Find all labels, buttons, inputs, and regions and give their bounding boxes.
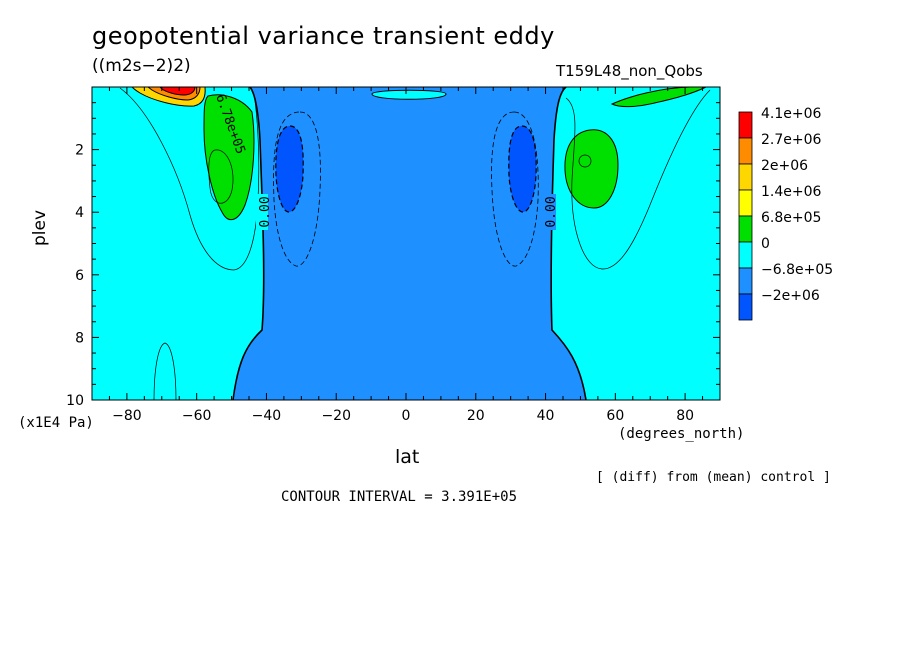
zero-contour-north xyxy=(550,86,587,401)
chart-units: ((m2s−2)2) xyxy=(92,56,191,76)
y-axis: 2 4 6 8 10 xyxy=(66,86,720,409)
contour-line-north-center xyxy=(578,154,592,168)
y-tick-label: 10 xyxy=(66,393,84,409)
negative-core-south xyxy=(275,125,304,213)
contour-line-north-outer xyxy=(565,89,711,270)
legend-label: 6.8e+05 xyxy=(761,210,821,226)
positive-cap-north xyxy=(610,86,707,108)
x-axis-label: lat xyxy=(395,446,420,468)
x-tick-label: −20 xyxy=(321,408,351,424)
chart-title: geopotential variance transient eddy xyxy=(92,22,555,50)
negative-core-north xyxy=(508,125,537,213)
y-tick-label: 2 xyxy=(75,143,84,159)
legend-swatch xyxy=(738,241,753,269)
legend-swatch xyxy=(738,163,753,191)
legend-label: −2e+06 xyxy=(761,288,820,304)
x-axis: −80 −60 −40 −20 0 20 40 60 80 xyxy=(91,87,721,424)
negative-contour-north xyxy=(491,111,539,267)
legend-label: 4.1e+06 xyxy=(761,106,822,122)
x-tick-label: 0 xyxy=(402,408,411,424)
legend-swatch xyxy=(738,267,753,295)
contour-label-zero-north: 0.00 xyxy=(544,196,559,227)
legend-label: 0 xyxy=(761,236,770,252)
positive-core-south xyxy=(203,94,255,221)
y-tick-label: 8 xyxy=(75,330,84,346)
legend-swatch xyxy=(738,293,753,321)
max-region-south-core xyxy=(158,86,196,96)
x-tick-label: 60 xyxy=(606,408,624,424)
legend-label: 1.4e+06 xyxy=(761,184,822,200)
x-axis-unit: (degrees_north) xyxy=(618,426,745,442)
legend-swatch xyxy=(738,189,753,217)
x-tick-label: −80 xyxy=(112,408,142,424)
y-axis-label: plev xyxy=(30,209,50,246)
legend-label: 2e+06 xyxy=(761,158,808,174)
y-tick-label: 6 xyxy=(75,268,84,284)
contour-label-zero-south: 0.00 xyxy=(258,196,273,227)
x-tick-label: 20 xyxy=(467,408,485,424)
zero-contour-south xyxy=(232,86,265,401)
positive-blob-top xyxy=(371,89,447,100)
contour-line-south-outer xyxy=(119,87,260,271)
contour-line-south-low xyxy=(153,342,177,401)
legend: 4.1e+06 2.7e+06 2e+06 1.4e+06 6.8e+05 0 −6.8e+… xyxy=(738,106,833,321)
legend-swatch xyxy=(738,137,753,165)
legend-swatch xyxy=(738,215,753,243)
y-axis-unit: (x1E4 Pa) xyxy=(18,415,94,431)
run-label: T159L48_non_Qobs xyxy=(556,62,703,80)
positive-core-north xyxy=(564,129,619,209)
negative-region-central xyxy=(233,87,586,400)
x-tick-label: 40 xyxy=(537,408,555,424)
negative-contour-south xyxy=(273,111,321,267)
contour-interval: CONTOUR INTERVAL = 3.391E+05 xyxy=(281,489,518,505)
x-tick-label: 80 xyxy=(676,408,694,424)
x-tick-label: −60 xyxy=(182,408,212,424)
legend-swatch xyxy=(738,111,753,139)
x-tick-label: −40 xyxy=(252,408,282,424)
y-tick-label: 4 xyxy=(75,205,84,221)
difference-note: [ (diff) from (mean) control ] xyxy=(596,470,831,485)
contour-line-south-mid xyxy=(208,149,234,204)
legend-label: −6.8e+05 xyxy=(761,262,833,278)
legend-label: 2.7e+06 xyxy=(761,132,822,148)
